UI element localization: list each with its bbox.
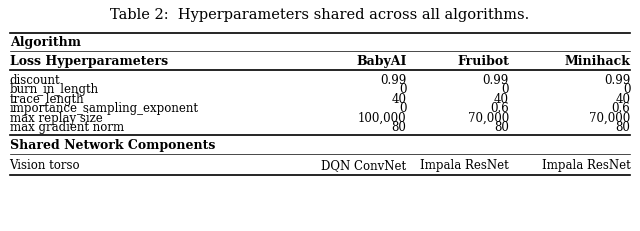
Text: DQN ConvNet: DQN ConvNet (321, 159, 406, 172)
Text: trace_length: trace_length (10, 92, 84, 105)
Text: 40: 40 (392, 92, 406, 105)
Text: 0: 0 (623, 83, 630, 96)
Text: 0.99: 0.99 (483, 73, 509, 86)
Text: Table 2:  Hyperparameters shared across all algorithms.: Table 2: Hyperparameters shared across a… (110, 8, 530, 22)
Text: 0: 0 (399, 102, 406, 115)
Text: 70,000: 70,000 (589, 111, 630, 124)
Text: 70,000: 70,000 (468, 111, 509, 124)
Text: Impala ResNet: Impala ResNet (541, 159, 630, 172)
Text: Minihack: Minihack (564, 55, 630, 68)
Text: 100,000: 100,000 (358, 111, 406, 124)
Text: 0.99: 0.99 (604, 73, 630, 86)
Text: max gradient norm: max gradient norm (10, 121, 124, 134)
Text: Loss Hyperparameters: Loss Hyperparameters (10, 55, 168, 68)
Text: 0.6: 0.6 (490, 102, 509, 115)
Text: 40: 40 (494, 92, 509, 105)
Text: burn_in_length: burn_in_length (10, 83, 99, 96)
Text: Shared Network Components: Shared Network Components (10, 139, 215, 152)
Text: 0.99: 0.99 (380, 73, 406, 86)
Text: 40: 40 (616, 92, 630, 105)
Text: 0.6: 0.6 (612, 102, 630, 115)
Text: Fruibot: Fruibot (457, 55, 509, 68)
Text: max replay size: max replay size (10, 111, 102, 124)
Text: Algorithm: Algorithm (10, 36, 81, 49)
Text: Vision torso: Vision torso (10, 159, 80, 172)
Text: 0: 0 (399, 83, 406, 96)
Text: 80: 80 (494, 121, 509, 134)
Text: discount: discount (10, 73, 60, 86)
Text: 0: 0 (501, 83, 509, 96)
Text: importance_sampling_exponent: importance_sampling_exponent (10, 102, 198, 115)
Text: Impala ResNet: Impala ResNet (420, 159, 509, 172)
Text: 80: 80 (616, 121, 630, 134)
Text: 80: 80 (392, 121, 406, 134)
Text: BabyAI: BabyAI (356, 55, 406, 68)
